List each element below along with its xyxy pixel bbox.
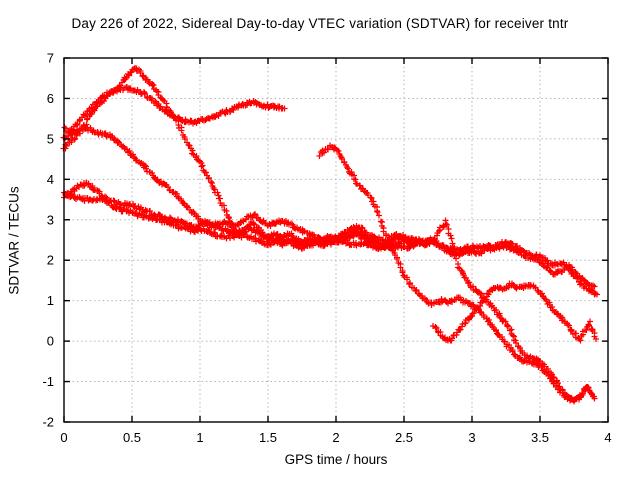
y-tick-label: -1 — [42, 374, 54, 389]
x-tick-label: 3.5 — [531, 430, 549, 445]
x-tick-label: 3 — [468, 430, 475, 445]
y-tick-label: 1 — [47, 293, 54, 308]
x-tick-label: 0 — [60, 430, 67, 445]
trace-6-v-dip-recovery — [430, 280, 599, 344]
y-tick-label: 0 — [47, 334, 54, 349]
grid-lines — [64, 58, 608, 422]
trace-5-late-segment — [316, 142, 598, 405]
x-tick-label: 2.5 — [395, 430, 413, 445]
x-axis-label: GPS time / hours — [284, 452, 388, 467]
plot-frame — [63, 57, 609, 423]
x-tick-label: 1 — [196, 430, 203, 445]
x-tick-label: 1.5 — [259, 430, 277, 445]
y-tick-label: 4 — [47, 172, 54, 187]
y-tick-label: 3 — [47, 212, 54, 227]
data-series — [60, 65, 600, 405]
trace-4-spike-steep-drop — [61, 180, 595, 403]
y-axis-label: SDTVAR / TECUs — [6, 186, 22, 295]
x-tick-label: 2 — [332, 430, 339, 445]
x-tick-label: 0.5 — [123, 430, 141, 445]
y-tick-label: 6 — [47, 91, 54, 106]
y-tick-label: 7 — [47, 51, 54, 66]
y-tick-label: -2 — [42, 415, 54, 430]
tick-labels: 0 0.5 1 1.5 2 2.5 3 3.5 4 -2 -1 0 1 2 3 4 5 6 7 — [42, 51, 611, 446]
x-tick-label: 4 — [604, 430, 611, 445]
y-tick-label: 2 — [47, 253, 54, 268]
chart-title: Day 226 of 2022, Sidereal Day-to-day VTE… — [71, 16, 569, 31]
y-tick-label: 5 — [47, 131, 54, 146]
